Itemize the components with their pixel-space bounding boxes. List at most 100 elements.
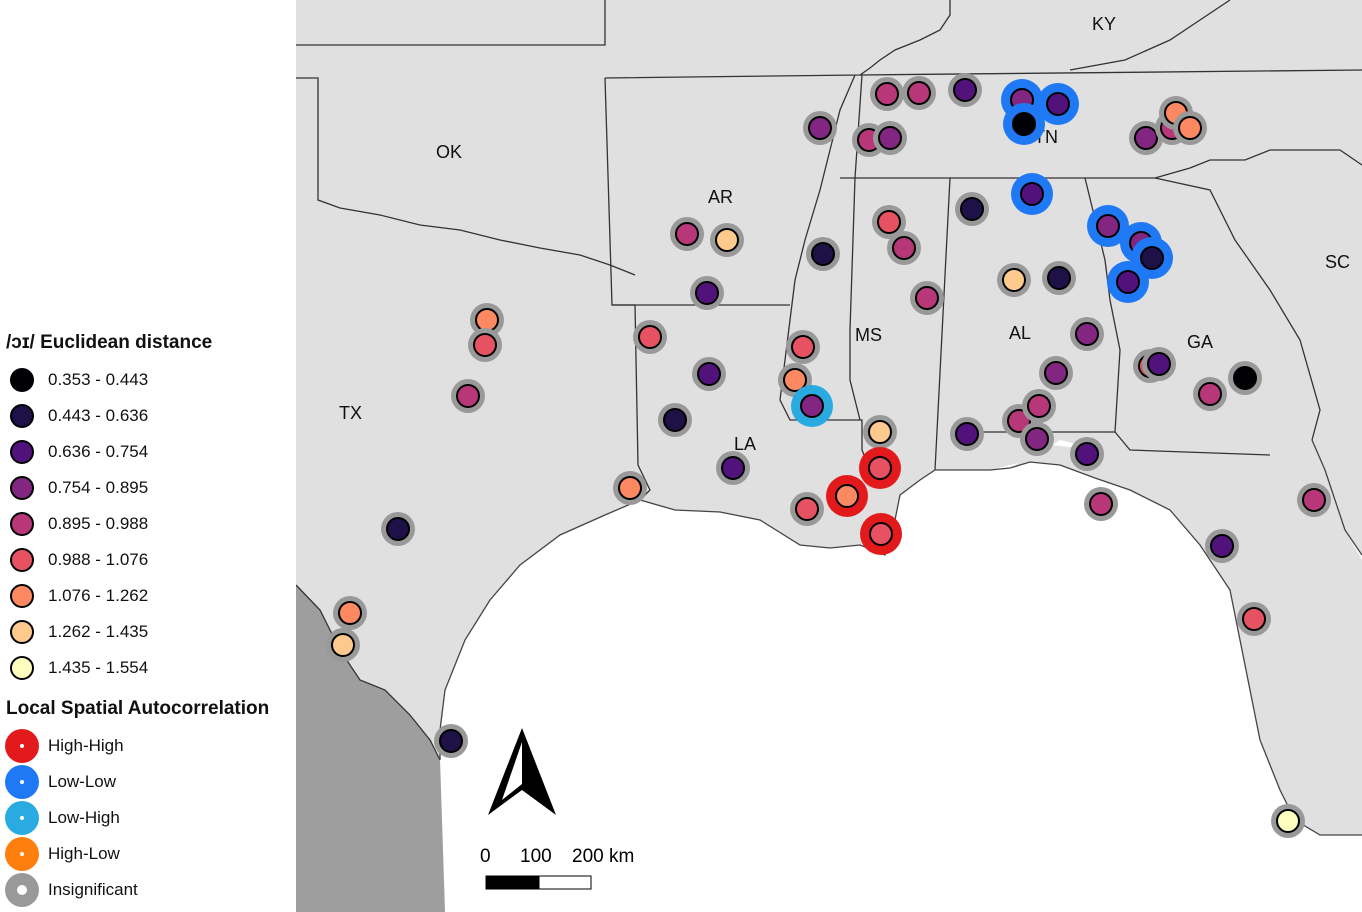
survey-point[interactable] — [1042, 261, 1076, 295]
distance-dot — [1233, 366, 1257, 390]
survey-point[interactable] — [451, 379, 485, 413]
survey-point[interactable] — [468, 328, 502, 362]
state-label-ms: MS — [855, 325, 882, 345]
map-canvas[interactable]: KY OK AR TN MS AL GA SC TX LA 0 100 200 … — [296, 0, 1362, 912]
survey-point[interactable] — [1020, 422, 1054, 456]
distance-dot — [953, 78, 977, 102]
survey-point[interactable] — [863, 415, 897, 449]
distance-dot — [1075, 322, 1099, 346]
survey-points-layer — [326, 73, 1331, 838]
survey-point[interactable] — [1142, 347, 1176, 381]
survey-point[interactable] — [1271, 804, 1305, 838]
survey-point[interactable] — [955, 192, 989, 226]
distance-legend-title: /ɔɪ/ Euclidean distance — [6, 332, 213, 353]
legend-swatch-icon — [10, 368, 34, 392]
distance-dot — [1140, 246, 1164, 270]
legend-item-lisa-4: Insignificant — [5, 873, 288, 907]
legend-item-lisa-1: Low-Low — [5, 765, 288, 799]
survey-point[interactable] — [1205, 529, 1239, 563]
distance-dot — [475, 308, 499, 332]
distance-dot — [915, 286, 939, 310]
survey-point[interactable] — [690, 276, 724, 310]
survey-point[interactable] — [1087, 205, 1129, 247]
survey-point[interactable] — [950, 417, 984, 451]
survey-point[interactable] — [859, 447, 901, 489]
survey-point[interactable] — [1070, 437, 1104, 471]
distance-dot — [791, 335, 815, 359]
survey-point[interactable] — [333, 596, 367, 630]
distance-dot — [1075, 442, 1099, 466]
survey-point[interactable] — [1022, 389, 1056, 423]
legend-label: 0.988 - 1.076 — [48, 550, 149, 569]
survey-point[interactable] — [873, 121, 907, 155]
survey-point[interactable] — [381, 512, 415, 546]
distance-dot — [1147, 352, 1171, 376]
survey-point[interactable] — [658, 403, 692, 437]
survey-point[interactable] — [1193, 377, 1227, 411]
distance-dot — [835, 484, 859, 508]
legend-item-distance-0: 0.353 - 0.443 — [8, 366, 288, 396]
legend-swatch-icon — [5, 837, 39, 871]
survey-point[interactable] — [1037, 83, 1079, 125]
survey-point[interactable] — [326, 628, 360, 662]
legend-item-distance-8: 1.435 - 1.554 — [8, 654, 288, 684]
survey-point[interactable] — [1228, 361, 1262, 395]
survey-point[interactable] — [1297, 483, 1331, 517]
florida-peninsula — [1010, 440, 1362, 835]
distance-dot — [675, 222, 699, 246]
texas-mexico-border — [296, 584, 441, 761]
legend-swatch-icon — [10, 512, 34, 536]
distance-dot — [618, 476, 642, 500]
survey-point[interactable] — [1084, 487, 1118, 521]
survey-point[interactable] — [790, 492, 824, 526]
survey-point[interactable] — [872, 205, 906, 239]
legend-swatch-icon — [10, 584, 34, 608]
survey-point[interactable] — [806, 237, 840, 271]
survey-point[interactable] — [791, 385, 833, 427]
survey-point[interactable] — [434, 724, 468, 758]
survey-point[interactable] — [910, 281, 944, 315]
distance-dot — [783, 368, 807, 392]
survey-point[interactable] — [1011, 173, 1053, 215]
distance-dot — [1002, 268, 1026, 292]
legend-label: High-High — [48, 736, 124, 755]
survey-point[interactable] — [826, 475, 868, 517]
distance-dot — [1007, 409, 1031, 433]
survey-point[interactable] — [470, 303, 504, 337]
survey-point[interactable] — [1173, 111, 1207, 145]
survey-point[interactable] — [670, 217, 704, 251]
survey-point[interactable] — [716, 451, 750, 485]
survey-point[interactable] — [870, 77, 904, 111]
legend-label: Low-High — [48, 808, 120, 827]
survey-point[interactable] — [803, 111, 837, 145]
survey-point[interactable] — [710, 223, 744, 257]
survey-point[interactable] — [1129, 121, 1163, 155]
distance-dot — [955, 422, 979, 446]
legend-label: 1.262 - 1.435 — [48, 622, 149, 641]
distance-dot — [960, 197, 984, 221]
distance-dot — [1276, 809, 1300, 833]
survey-point[interactable] — [786, 330, 820, 364]
state-label-ky: KY — [1092, 14, 1116, 34]
survey-point[interactable] — [1237, 602, 1271, 636]
distance-dot — [331, 633, 355, 657]
state-label-ok: OK — [436, 142, 462, 162]
distance-dot — [338, 601, 362, 625]
distance-dot — [875, 82, 899, 106]
survey-point[interactable] — [1039, 356, 1073, 390]
survey-point[interactable] — [887, 231, 921, 265]
distance-dot — [1046, 92, 1070, 116]
survey-point[interactable] — [948, 73, 982, 107]
distance-dot — [697, 362, 721, 386]
survey-point[interactable] — [997, 263, 1031, 297]
survey-point[interactable] — [860, 513, 902, 555]
survey-point[interactable] — [613, 471, 647, 505]
survey-point[interactable] — [1003, 103, 1045, 145]
survey-point[interactable] — [902, 76, 936, 110]
survey-point[interactable] — [633, 320, 667, 354]
survey-point[interactable] — [692, 357, 726, 391]
survey-point[interactable] — [1070, 317, 1104, 351]
survey-point[interactable] — [1107, 261, 1149, 303]
distance-dot — [907, 81, 931, 105]
distance-dot — [663, 408, 687, 432]
